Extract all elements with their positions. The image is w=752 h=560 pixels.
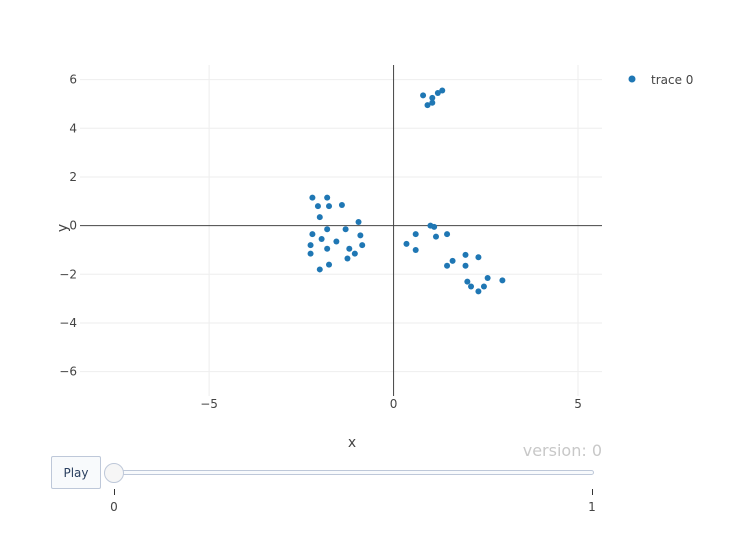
scatter-point: [462, 262, 469, 269]
scatter-point: [316, 266, 323, 273]
y-axis-title: y: [55, 224, 71, 232]
scatter-point: [324, 245, 331, 252]
slider-tick-min: [114, 489, 115, 495]
scatter-point: [324, 226, 331, 233]
scatter-point: [475, 288, 482, 295]
scatter-point: [338, 201, 345, 208]
x-tick-label: 0: [390, 397, 398, 411]
legend-label[interactable]: trace 0: [651, 73, 693, 87]
scatter-point: [432, 233, 439, 240]
scatter-point: [480, 283, 487, 290]
scatter-point: [359, 242, 366, 249]
version-label: version: 0: [523, 441, 602, 460]
legend[interactable]: trace 0: [628, 73, 694, 87]
scatter-point: [355, 218, 362, 225]
play-button[interactable]: Play: [51, 456, 101, 489]
scatter-point: [484, 274, 491, 281]
y-tick-label: 0: [69, 219, 77, 233]
scatter-point: [475, 254, 482, 261]
y-tick-label: 4: [69, 121, 77, 135]
scatter-point: [431, 223, 438, 230]
scatter-point: [429, 94, 436, 101]
scatter-point: [344, 255, 351, 262]
scatter-point: [403, 240, 410, 247]
scatter-point: [444, 231, 451, 238]
data-points: [307, 87, 506, 295]
scatter-point: [307, 242, 314, 249]
scatter-point: [307, 250, 314, 257]
x-tick-label: −5: [200, 397, 218, 411]
scatter-point: [333, 238, 340, 245]
scatter-point: [468, 283, 475, 290]
scatter-point: [357, 232, 364, 239]
scatter-point: [309, 194, 316, 201]
scatter-point: [314, 203, 321, 210]
scatter-point: [464, 278, 471, 285]
grid: [80, 65, 602, 396]
slider-handle[interactable]: [104, 463, 124, 483]
slider-rail[interactable]: [113, 470, 594, 475]
zero-lines: [80, 65, 602, 396]
scatter-point: [420, 92, 427, 99]
scatter-point: [316, 214, 323, 221]
slider-tick-max: [592, 489, 593, 495]
scatter-point: [412, 231, 419, 238]
scatter-point: [424, 102, 431, 109]
scatter-point: [324, 194, 331, 201]
scatter-point: [444, 262, 451, 269]
slider-min-label: 0: [110, 500, 118, 514]
y-tick-label: −4: [59, 316, 77, 330]
scatter-point: [439, 87, 446, 94]
scatter-point: [434, 89, 441, 96]
slider-max-label: 1: [588, 500, 596, 514]
scatter-point: [346, 245, 353, 252]
scatter-point: [462, 251, 469, 258]
scatter-point: [342, 226, 349, 233]
scatter-point: [326, 261, 333, 268]
scatter-point: [429, 99, 436, 106]
scatter-point: [351, 250, 358, 257]
scatter-point: [309, 231, 316, 238]
scatter-point: [326, 203, 333, 210]
y-tick-labels: −6 −4 −2 0 2 4 6: [59, 73, 77, 379]
y-tick-label: −6: [59, 365, 77, 379]
y-tick-label: 6: [69, 73, 77, 87]
x-axis-title: x: [348, 435, 356, 451]
y-tick-label: 2: [69, 170, 77, 184]
scatter-point: [499, 277, 506, 284]
scatter-point: [412, 246, 419, 253]
legend-marker[interactable]: [628, 75, 636, 83]
x-tick-label: 5: [574, 397, 582, 411]
y-tick-label: −2: [59, 267, 77, 281]
scatter-point: [449, 257, 456, 264]
x-tick-labels: −5 0 5: [200, 397, 582, 411]
scatter-point: [318, 236, 325, 243]
